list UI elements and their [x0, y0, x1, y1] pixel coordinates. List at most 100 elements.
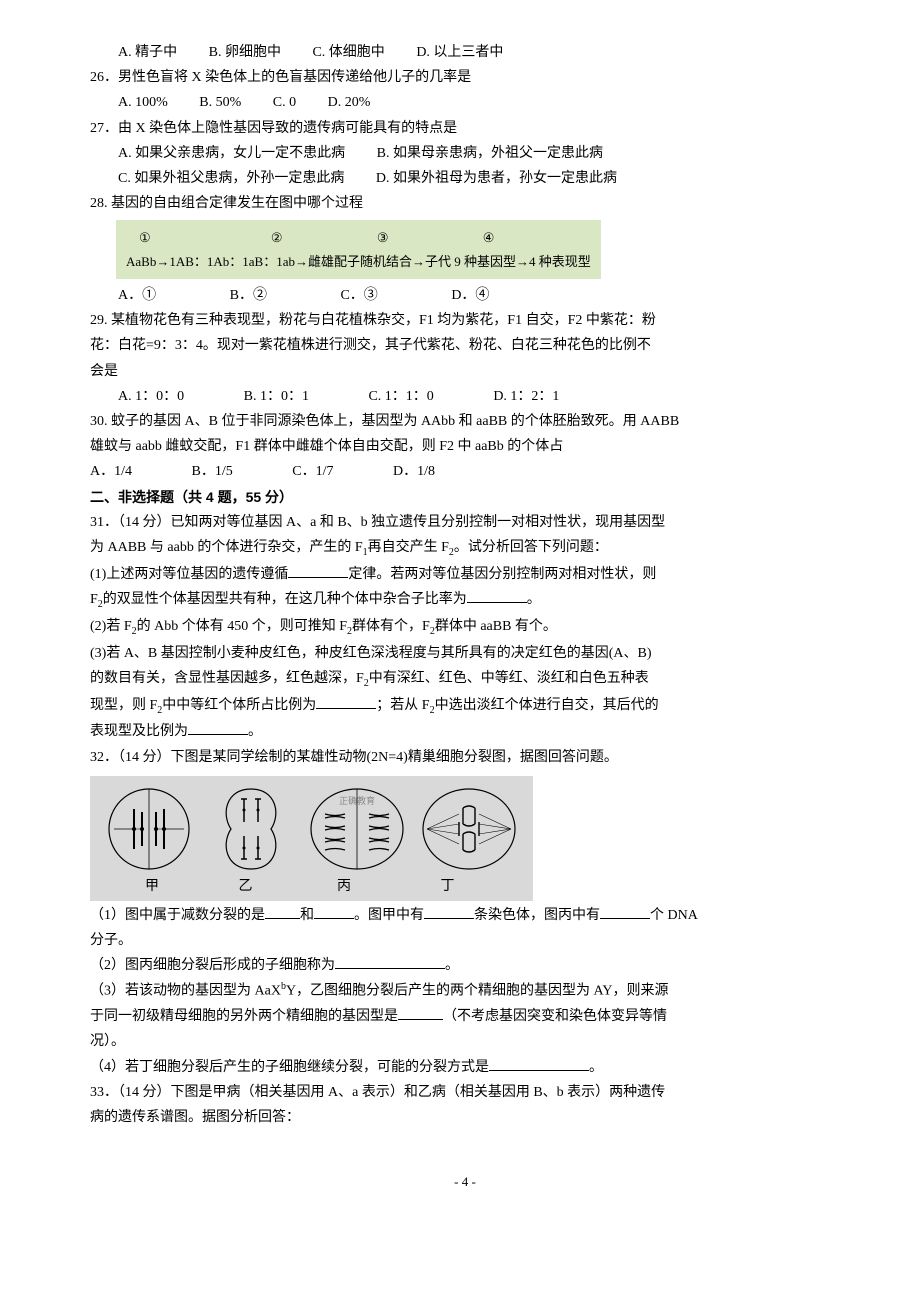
q26-opt-b: B. 50%	[199, 95, 241, 110]
q32-p1b: 和	[300, 908, 314, 923]
blank	[398, 1019, 443, 1020]
q31-l2c: 。试分析回答下列问题：	[454, 540, 608, 555]
q29-options: A. 1：0：0 B. 1：0：1 C. 1：1：0 D. 1：2：1	[90, 384, 840, 409]
cell-ding-icon	[419, 784, 519, 874]
blank	[314, 918, 354, 919]
cell-jia-icon	[104, 784, 194, 874]
q31-p3e: 中中等红个体所占比例为	[162, 698, 316, 713]
q27-stem: 27．由 X 染色体上隐性基因导致的遗传病可能具有的特点是	[90, 116, 840, 141]
q28-opt-c: C．③	[340, 288, 377, 303]
q28-opt-d: D．④	[451, 288, 489, 303]
q31-p2d: 群体中 aaBB 有个。	[435, 619, 557, 634]
q32-p1-r2: 分子。	[90, 928, 840, 953]
q25-opt-b: B. 卵细胞中	[209, 45, 281, 60]
q32-p3a: （3）若该动物的基因型为 AaX	[90, 984, 281, 999]
blank	[424, 918, 474, 919]
cap-jia: 甲	[107, 874, 197, 899]
q25-opt-c: C. 体细胞中	[312, 45, 384, 60]
q32-p1e: 个 DNA	[650, 908, 698, 923]
q26-options: A. 100% B. 50% C. 0 D. 20%	[90, 90, 840, 115]
page-footer: - 4 -	[90, 1170, 840, 1193]
q26-opt-d: D. 20%	[328, 95, 371, 110]
q33-l1: 33．（14 分）下图是甲病（相关基因用 A、a 表示）和乙病（相关基因用 B、…	[90, 1080, 840, 1105]
q31-p3i: 。	[248, 724, 262, 739]
q30-opt-c: C．1/7	[292, 464, 333, 479]
q31-p3h: 表现型及比例为	[90, 724, 188, 739]
q31-p2c: 群体有个，F	[352, 619, 430, 634]
q32-p1c: 。图甲中有	[354, 908, 424, 923]
q32-stem: 32．（14 分）下图是某同学绘制的某雄性动物(2N=4)精巢细胞分裂图，据图回…	[90, 745, 840, 770]
q31-p1e: 。	[527, 592, 541, 607]
q31-l2b: 再自交产生 F	[368, 540, 449, 555]
q32-p1-r1: （1）图中属于减数分裂的是和。图甲中有条染色体，图丙中有个 DNA	[90, 903, 840, 928]
q31-p2: (2)若 F2的 Abb 个体有 450 个，则可推知 F2群体有个，F2群体中…	[90, 614, 840, 641]
q32-p1a: （1）图中属于减数分裂的是	[90, 908, 265, 923]
q27-opts-row1: A. 如果父亲患病，女儿一定不患此病 B. 如果母亲患病，外祖父一定患此病	[90, 141, 840, 166]
q31-p1-row1: (1)上述两对等位基因的遗传遵循 定律。若两对等位基因分别控制两对相对性状，则	[90, 562, 840, 587]
q28-stem: 28. 基因的自由组合定律发生在图中哪个过程	[90, 191, 840, 216]
q31-l1: 31．（14 分）已知两对等位基因 A、a 和 B、b 独立遗传且分别控制一对相…	[90, 510, 840, 535]
q32-p4: （4）若丁细胞分裂后产生的子细胞继续分裂，可能的分裂方式是。	[90, 1055, 840, 1080]
q32-p2b: 。	[445, 958, 459, 973]
q31-p1d: 的双显性个体基因型共有种，在这几种个体中杂合子比率为	[103, 592, 467, 607]
q30-opt-d: D．1/8	[393, 464, 435, 479]
q25-opt-d: D. 以上三者中	[416, 45, 503, 60]
q26-opt-a: A. 100%	[118, 95, 168, 110]
q32-p4a: （4）若丁细胞分裂后产生的子细胞继续分裂，可能的分裂方式是	[90, 1060, 489, 1075]
q27-opt-b: B. 如果母亲患病，外祖父一定患此病	[377, 146, 603, 161]
q28-num4: ④	[483, 230, 495, 245]
cap-ding: 丁	[398, 874, 498, 899]
q31-p3-r1: (3)若 A、B 基因控制小麦种皮红色，种皮红色深浅程度与其所具有的决定红色的基…	[90, 641, 840, 666]
q28-process-text: AaBb→1AB：1Ab：1aB：1ab→雌雄配子随机结合→子代 9 种基因型→…	[126, 250, 591, 273]
q29-opt-c: C. 1：1：0	[368, 389, 433, 404]
q30-opt-a: A．1/4	[90, 464, 132, 479]
cell-bing-icon: 正确教育	[307, 784, 407, 874]
q32-p3-r1: （3）若该动物的基因型为 AaXbY，乙图细胞分裂后产生的两个精细胞的基因型为 …	[90, 978, 840, 1004]
q31-p1a: (1)上述两对等位基因的遗传遵循	[90, 567, 288, 582]
blank	[600, 918, 650, 919]
q32-p2a: （2）图丙细胞分裂后形成的子细胞称为	[90, 958, 335, 973]
q25-opt-a: A. 精子中	[118, 45, 177, 60]
q31-p1-row2: F2的双显性个体基因型共有种，在这几种个体中杂合子比率为。	[90, 587, 840, 614]
q29-opt-a: A. 1：0：0	[118, 389, 184, 404]
q31-p2b: 的 Abb 个体有 450 个，则可推知 F	[137, 619, 347, 634]
q31-p3-r2: 的数目有关，含显性基因越多，红色越深，F2中有深红、红色、中等红、淡红和白色五种…	[90, 666, 840, 693]
q31-p3g: 中选出淡红个体进行自交，其后代的	[435, 698, 659, 713]
q32-p3-r2: 于同一初级精母细胞的另外两个精细胞的基因型是 （不考虑基因突变和染色体变异等情	[90, 1004, 840, 1029]
blank	[467, 602, 527, 603]
q32-p2: （2）图丙细胞分裂后形成的子细胞称为 。	[90, 953, 840, 978]
q31-p2a: (2)若 F	[90, 619, 132, 634]
q27-opt-a: A. 如果父亲患病，女儿一定不患此病	[118, 146, 345, 161]
q32-p3-r3: 况）。	[90, 1029, 840, 1054]
q28-num3: ③	[377, 230, 389, 245]
blank	[316, 708, 376, 709]
q28-process-diagram: ① ② ③ ④ AaBb→1AB：1Ab：1aB：1ab→雌雄配子随机结合→子代…	[116, 220, 601, 279]
q32-p3c: 于同一初级精母细胞的另外两个精细胞的基因型是	[90, 1009, 398, 1024]
q30-l1: 30. 蚊子的基因 A、B 位于非同源染色体上，基因型为 AAbb 和 aaBB…	[90, 409, 840, 434]
q29-opt-d: D. 1：2：1	[493, 389, 559, 404]
q31-l2: 为 AABB 与 aabb 的个体进行杂交，产生的 F1再自交产生 F2。试分析…	[90, 535, 840, 562]
section2-heading: 二、非选择题（共 4 题，55 分）	[90, 485, 840, 510]
q29-l1: 29. 某植物花色有三种表现型，粉花与白花植株杂交，F1 均为紫花，F1 自交，…	[90, 308, 840, 333]
q32-p3d: （不考虑基因突变和染色体变异等情	[443, 1009, 667, 1024]
q26-stem: 26．男性色盲将 X 染色体上的色盲基因传递给他儿子的几率是	[90, 65, 840, 90]
q31-p1c: F	[90, 592, 98, 607]
q28-opt-a: A．①	[118, 288, 156, 303]
cap-yi: 乙	[201, 874, 291, 899]
blank	[188, 734, 248, 735]
q27-opts-row2: C. 如果外祖父患病，外孙一定患此病 D. 如果外祖母为患者，孙女一定患此病	[90, 166, 840, 191]
q32-p3b: Y，乙图细胞分裂后产生的两个精细胞的基因型为 AY，则来源	[286, 984, 669, 999]
q31-p1b: 定律。若两对等位基因分别控制两对相对性状，则	[348, 567, 656, 582]
q29-l2: 花：白花=9：3：4。现对一紫花植株进行测交，其子代紫花、粉花、白花三种花色的比…	[90, 333, 840, 358]
cap-bing: 丙	[294, 874, 394, 899]
q33-l2: 病的遗传系谱图。据图分析回答：	[90, 1105, 840, 1130]
blank	[288, 577, 348, 578]
q28-num2: ②	[271, 230, 283, 245]
blank	[489, 1070, 589, 1071]
q32-captions: 甲 乙 丙 丁	[100, 874, 523, 899]
blank	[265, 918, 300, 919]
q27-opt-c: C. 如果外祖父患病，外孙一定患此病	[118, 171, 344, 186]
q30-l2: 雄蚊与 aabb 雌蚊交配，F1 群体中雌雄个体自由交配，则 F2 中 aaBb…	[90, 434, 840, 459]
q28-options: A．① B．② C．③ D．④	[90, 283, 840, 308]
q28-process-nums: ① ② ③ ④	[126, 226, 591, 249]
